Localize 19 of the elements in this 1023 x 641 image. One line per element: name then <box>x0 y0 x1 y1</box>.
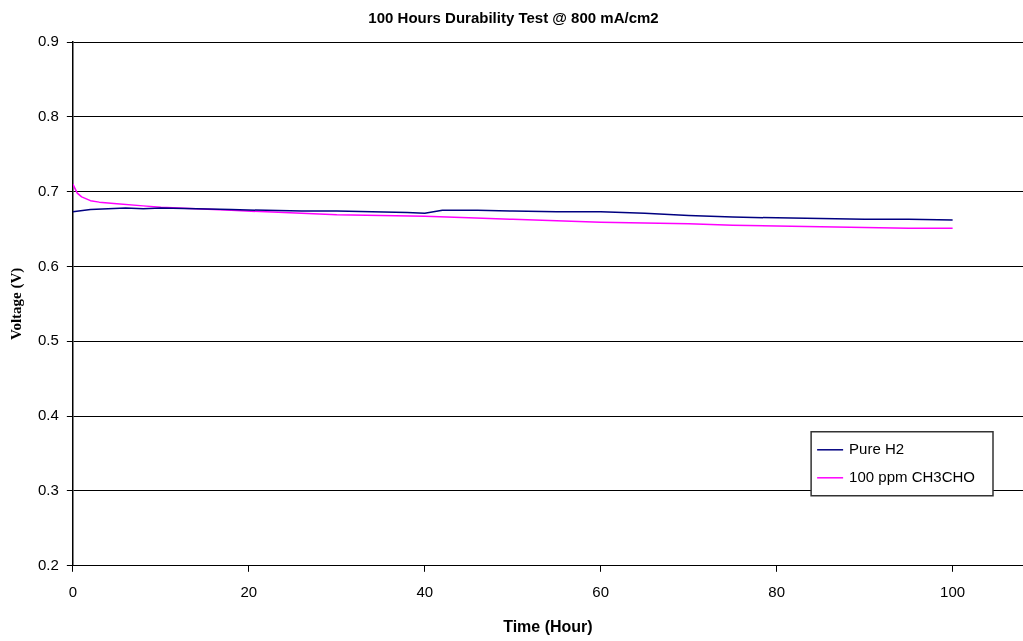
x-tick-label: 20 <box>240 582 258 600</box>
y-tick-label: 0.8 <box>37 106 59 124</box>
y-tick-label: 0.2 <box>37 555 59 573</box>
y-tick-label: 0.4 <box>37 406 59 424</box>
x-tick-label: 80 <box>768 582 786 600</box>
y-tick-label: 0.3 <box>37 481 59 499</box>
y-tick-label: 0.9 <box>37 32 59 50</box>
legend-label: Pure H2 <box>849 439 905 457</box>
x-tick-label: 0 <box>68 582 78 600</box>
y-tick-label: 0.6 <box>37 256 59 274</box>
x-tick-label: 40 <box>416 582 434 600</box>
y-axis-title: Voltage (V) <box>7 267 25 341</box>
chart-title: 100 Hours Durability Test @ 800 mA/cm2 <box>368 9 659 27</box>
x-tick-label: 100 <box>940 582 966 600</box>
x-axis-title: Time (Hour) <box>503 617 593 635</box>
x-tick-label: 60 <box>592 582 610 600</box>
legend-label: 100 ppm CH3CHO <box>849 467 976 485</box>
y-tick-label: 0.7 <box>37 181 59 199</box>
y-tick-label: 0.5 <box>37 331 59 349</box>
